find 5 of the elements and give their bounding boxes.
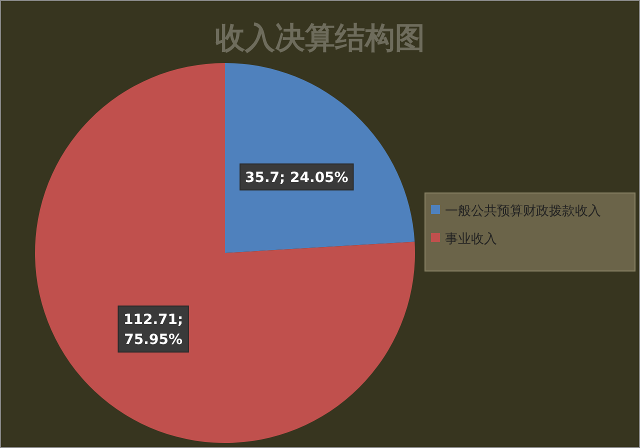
- legend-label: 事业收入: [445, 232, 497, 247]
- data-label: 35.7; 24.05%: [245, 170, 348, 186]
- data-label: 112.71; 75.95%: [124, 312, 184, 348]
- legend-label: 一般公共预算财政拨款收入: [445, 204, 601, 219]
- chart-title: 收入决算结构图: [215, 21, 425, 56]
